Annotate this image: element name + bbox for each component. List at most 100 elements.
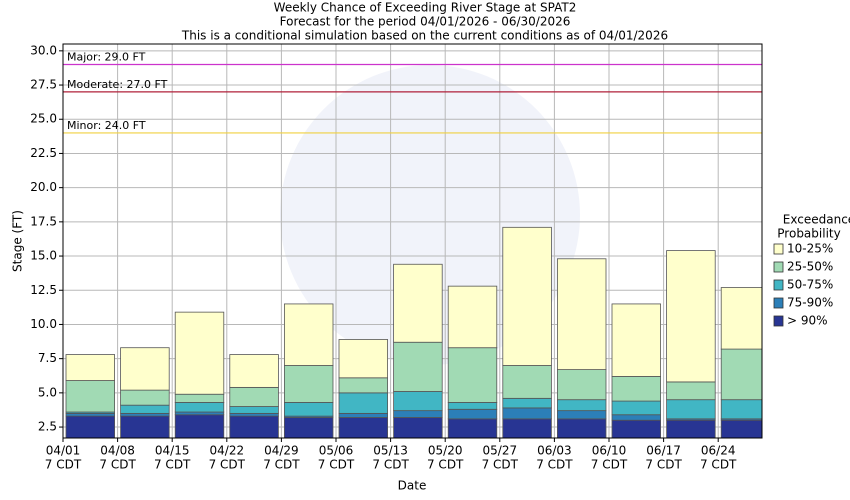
- x-tick-label: 05/20: [428, 444, 463, 458]
- bar-segment: [557, 418, 607, 439]
- legend-label: 25-50%: [787, 260, 833, 274]
- bar-segment: [447, 347, 498, 403]
- x-tick-label: 04/15: [155, 444, 190, 458]
- y-tick-label: 15.0: [30, 249, 57, 263]
- plot-frame: [62, 43, 763, 439]
- x-tick-label: 04/08: [100, 444, 135, 458]
- bar-segment: [229, 415, 279, 439]
- bar-segment: [338, 339, 388, 379]
- bar-segment: [557, 399, 607, 412]
- bar-segment: [229, 386, 279, 407]
- bar-segment: [120, 404, 170, 414]
- threshold-label: Moderate: 27.0 FT: [67, 78, 168, 91]
- y-tick-label: 7.5: [38, 351, 57, 365]
- legend-title: Probability: [777, 227, 840, 241]
- bar-segment: [65, 415, 115, 439]
- x-tick-sublabel: 7 CDT: [209, 458, 246, 472]
- bar-segment: [611, 419, 661, 439]
- x-tick-sublabel: 7 CDT: [372, 458, 409, 472]
- legend-label: 75-90%: [787, 296, 833, 310]
- bar-segment: [338, 417, 388, 439]
- legend-swatch: [773, 297, 784, 309]
- x-tick-sublabel: 7 CDT: [482, 458, 519, 472]
- bar-segment: [557, 258, 607, 370]
- bar-segment: [283, 417, 334, 439]
- threshold-label: Minor: 24.0 FT: [67, 119, 146, 132]
- x-tick-sublabel: 7 CDT: [99, 458, 136, 472]
- bar-segment: [338, 377, 388, 394]
- x-tick-label: 06/10: [592, 444, 627, 458]
- legend-swatch: [773, 279, 784, 291]
- bar-segment: [120, 415, 170, 439]
- threshold-label: Major: 29.0 FT: [67, 51, 146, 64]
- bar-segment: [393, 417, 443, 439]
- y-axis-label: Stage (FT): [11, 210, 25, 272]
- bar-segment: [666, 250, 716, 383]
- bar-segment: [120, 347, 170, 391]
- x-tick-sublabel: 7 CDT: [591, 458, 628, 472]
- y-tick-label: 2.5: [38, 420, 57, 434]
- x-tick-sublabel: 7 CDT: [536, 458, 573, 472]
- bar-segment: [393, 341, 443, 392]
- x-tick-label: 04/01: [46, 444, 81, 458]
- x-tick-sublabel: 7 CDT: [700, 458, 737, 472]
- bar-segment: [447, 285, 498, 349]
- chart-title: Weekly Chance of Exceeding River Stage a…: [274, 1, 577, 15]
- x-tick-sublabel: 7 CDT: [427, 458, 464, 472]
- x-tick-label: 04/22: [210, 444, 245, 458]
- legend-label: 50-75%: [787, 278, 833, 292]
- bar-segment: [557, 369, 607, 401]
- bar-segment: [611, 376, 661, 402]
- bar-segment: [502, 407, 552, 420]
- bar-segment: [120, 412, 170, 417]
- x-tick-label: 05/13: [373, 444, 408, 458]
- bar-segment: [65, 354, 115, 381]
- bar-segment: [283, 402, 334, 417]
- y-tick-label: 17.5: [30, 214, 57, 228]
- bar-segment: [393, 263, 443, 343]
- bar-segment: [720, 348, 763, 401]
- legend-label: > 90%: [787, 314, 828, 328]
- legend-swatch: [773, 315, 784, 327]
- y-tick-label: 12.5: [30, 283, 57, 297]
- bar-segment: [502, 365, 552, 399]
- bar-segment: [502, 397, 552, 409]
- x-tick-label: 06/17: [646, 444, 681, 458]
- bar-segment: [611, 400, 661, 416]
- bar-segment: [174, 311, 225, 395]
- bar-segment: [393, 410, 443, 418]
- legend-swatch: [773, 243, 784, 255]
- y-tick-label: 20.0: [30, 180, 57, 194]
- bar-segment: [502, 418, 552, 439]
- bar-segment: [229, 354, 279, 388]
- bar-segment: [666, 381, 716, 401]
- bar-segment: [447, 418, 498, 439]
- x-tick-sublabel: 7 CDT: [154, 458, 191, 472]
- bar-segment: [174, 411, 225, 416]
- bar-segment: [229, 406, 279, 414]
- bar-segment: [338, 412, 388, 418]
- bar-segment: [720, 399, 763, 420]
- bar-segment: [666, 419, 716, 439]
- chart-subtitle: This is a conditional simulation based o…: [181, 29, 668, 43]
- x-tick-sublabel: 7 CDT: [45, 458, 82, 472]
- bar-segment: [338, 392, 388, 414]
- x-tick-sublabel: 7 CDT: [318, 458, 355, 472]
- bar-segment: [283, 365, 334, 403]
- bar-segment: [611, 303, 661, 377]
- y-tick-label: 30.0: [30, 43, 57, 57]
- y-tick-label: 27.5: [30, 78, 57, 92]
- bar-segment: [65, 380, 115, 413]
- legend-swatch: [773, 261, 784, 273]
- bar-segment: [229, 412, 279, 417]
- x-tick-sublabel: 7 CDT: [263, 458, 300, 472]
- x-tick-label: 05/27: [483, 444, 518, 458]
- y-tick-label: 22.5: [30, 146, 57, 160]
- bar-segment: [502, 226, 552, 366]
- legend-label: 10-25%: [787, 242, 833, 256]
- x-tick-label: 04/29: [264, 444, 299, 458]
- y-tick-label: 10.0: [30, 317, 57, 331]
- bar-segment: [557, 410, 607, 420]
- bar-segment: [447, 408, 498, 420]
- bar-segment: [120, 389, 170, 406]
